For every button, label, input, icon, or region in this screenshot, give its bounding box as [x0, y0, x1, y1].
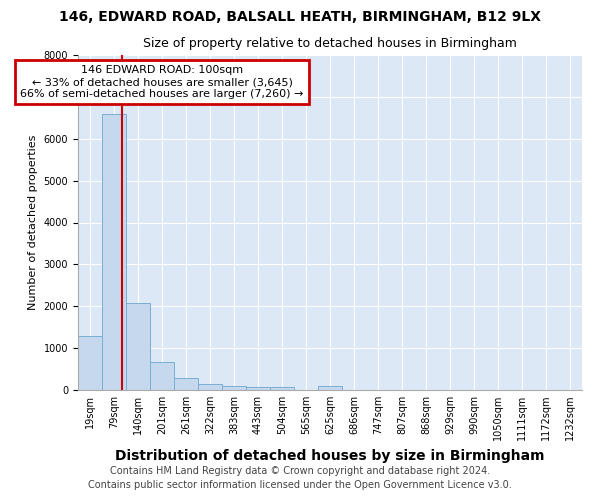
Text: 146 EDWARD ROAD: 100sqm
← 33% of detached houses are smaller (3,645)
66% of semi: 146 EDWARD ROAD: 100sqm ← 33% of detache… [20, 66, 304, 98]
Bar [150, 362, 174, 390]
Bar [270, 388, 294, 390]
Bar [174, 378, 198, 390]
Bar [246, 388, 270, 390]
Bar [102, 114, 126, 390]
Bar [222, 386, 246, 390]
Text: Contains HM Land Registry data © Crown copyright and database right 2024.
Contai: Contains HM Land Registry data © Crown c… [88, 466, 512, 490]
Text: 146, EDWARD ROAD, BALSALL HEATH, BIRMINGHAM, B12 9LX: 146, EDWARD ROAD, BALSALL HEATH, BIRMING… [59, 10, 541, 24]
Title: Size of property relative to detached houses in Birmingham: Size of property relative to detached ho… [143, 36, 517, 50]
Bar [126, 303, 150, 390]
Bar [318, 386, 342, 390]
Bar [198, 384, 222, 390]
X-axis label: Distribution of detached houses by size in Birmingham: Distribution of detached houses by size … [115, 448, 545, 462]
Bar [78, 336, 102, 390]
Y-axis label: Number of detached properties: Number of detached properties [28, 135, 38, 310]
